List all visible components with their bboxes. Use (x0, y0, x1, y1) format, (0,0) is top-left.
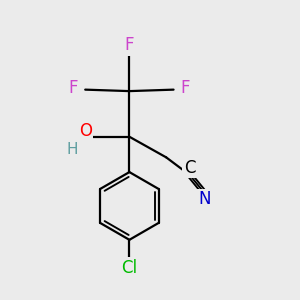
Text: Cl: Cl (121, 259, 137, 277)
Text: C: C (184, 159, 196, 177)
Text: F: F (181, 79, 190, 97)
Text: O: O (79, 122, 92, 140)
Text: H: H (66, 142, 78, 158)
Text: F: F (124, 37, 134, 55)
Text: F: F (69, 79, 78, 97)
Text: N: N (198, 190, 211, 208)
